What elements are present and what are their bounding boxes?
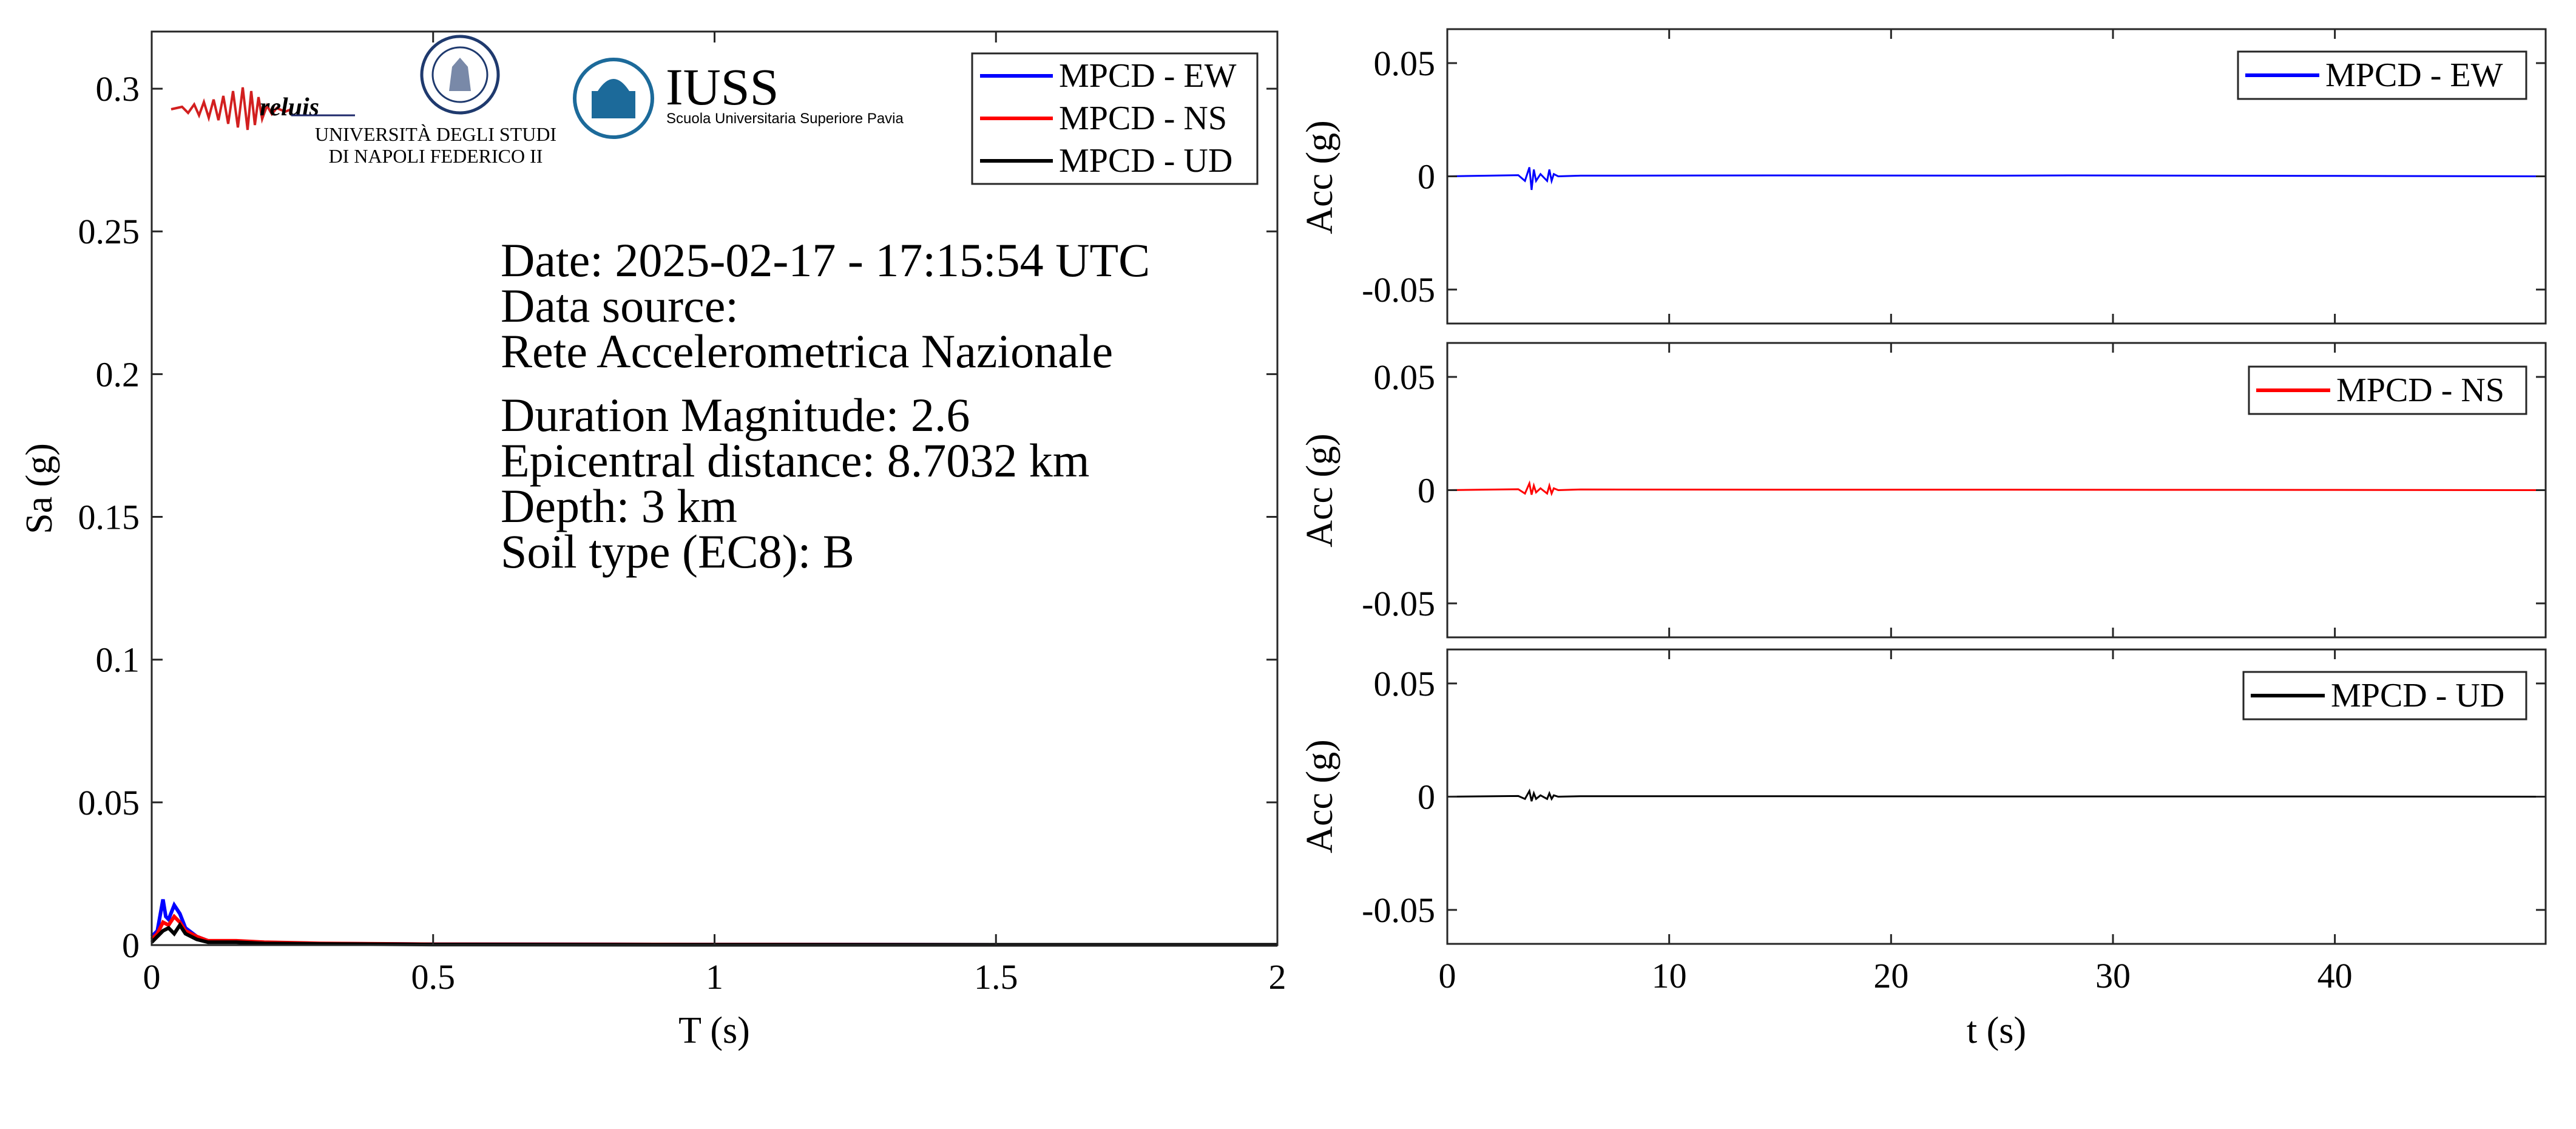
acc-plot-ew: 0.05 0 -0.05 Acc (g) MPCD - EW	[1299, 28, 2547, 325]
y-tick-label: 0.3	[96, 69, 140, 109]
reluis-logo-text: reluis	[260, 93, 319, 121]
y-tick-label: -0.05	[1362, 890, 1435, 930]
acc-plot-ud: 0.050-0.050 10 20 30 40 Acc (g) t (s) MPCD -…	[1299, 648, 2547, 1051]
x-tick-label: 20	[1873, 956, 1908, 995]
acc-ns-legend-label: MPCD - NS	[2336, 371, 2504, 409]
unina-seal-inner	[431, 46, 488, 103]
event-distance: Epicentral distance: 8.7032 km	[501, 434, 1089, 487]
x-tick-label: 0	[143, 957, 161, 997]
acc-ns-ticks: 0.05 0 -0.05	[1362, 343, 2546, 637]
x-tick-label: 0	[1439, 956, 1456, 995]
acc-plot-ns: 0.05 0 -0.05 Acc (g) MPCD - NS	[1299, 342, 2547, 639]
y-tick-label: 0.05	[1374, 664, 1436, 704]
y-tick-label: 0	[122, 926, 140, 965]
series-line-1	[1447, 480, 2546, 497]
iuss-logo: IUSS Scuola Universitaria Superiore Pavi…	[573, 58, 904, 139]
acc-ew-series-lines	[1447, 167, 2546, 191]
iuss-emblem-building	[592, 91, 635, 118]
event-soil-type: Soil type (EC8): B	[501, 525, 854, 578]
series-line-1	[1447, 167, 2546, 191]
legend-label-ns: MPCD - NS	[1059, 100, 1227, 137]
y-tick-label: 0.1	[96, 640, 140, 680]
event-source-name: Rete Accelerometrica Nazionale	[501, 325, 1113, 378]
event-magnitude: Duration Magnitude: 2.6	[501, 388, 970, 441]
spectrum-ylabel: Sa (g)	[19, 443, 60, 534]
acc-ud-xlabel: t (s)	[1967, 1010, 2026, 1051]
unina-logo: UNIVERSITÀ DEGLI STUDI DI NAPOLI FEDERIC…	[315, 35, 556, 167]
reluis-logo: reluis	[171, 87, 355, 131]
x-tick-label: 0.5	[411, 957, 456, 997]
spectrum-legend: MPCD - EW MPCD - NS MPCD - UD	[971, 52, 1259, 185]
y-tick-label: -0.05	[1362, 270, 1435, 310]
y-tick-label: 0	[1418, 157, 1435, 197]
event-date: Date: 2025-02-17 - 17:15:54 UTC	[501, 234, 1150, 286]
acc-ew-ticks: 0.05 0 -0.05	[1362, 29, 2546, 324]
spectrum-xlabel: T (s)	[678, 1010, 750, 1051]
acc-ud-ylabel: Acc (g)	[1299, 739, 1340, 853]
event-source-label: Data source:	[501, 279, 739, 332]
legend-label-ud: MPCD - UD	[1059, 142, 1232, 180]
y-tick-label: 0.2	[96, 354, 140, 394]
y-tick-label: -0.05	[1362, 584, 1435, 623]
y-tick-label: 0	[1418, 471, 1435, 510]
acc-ns-series-lines	[1447, 480, 2546, 497]
iuss-logo-text: IUSS	[666, 58, 779, 116]
y-tick-label: 0.05	[1374, 44, 1436, 83]
acc-ud-legend-label: MPCD - UD	[2331, 677, 2504, 714]
y-tick-label: 0.05	[1374, 358, 1436, 397]
x-tick-label: 10	[1652, 956, 1687, 995]
unina-text-line1: UNIVERSITÀ DEGLI STUDI	[315, 123, 556, 145]
spectrum-plot: 0 0.05 0.1 0.15 0.2 0.25 0.3 0 0.5 1 1.5 2 T (s) Sa…	[19, 30, 1286, 1051]
iuss-emblem-icon	[573, 58, 654, 139]
unina-seal-icon	[420, 35, 500, 115]
legend-label-ew: MPCD - EW	[1059, 57, 1237, 95]
x-tick-label: 2	[1269, 957, 1286, 997]
event-depth: Depth: 3 km	[501, 480, 737, 532]
x-tick-label: 40	[2317, 956, 2353, 995]
unina-text-line2: DI NAPOLI FEDERICO II	[329, 145, 543, 167]
series-line-1	[1447, 788, 2546, 802]
y-tick-label: 0	[1418, 778, 1435, 817]
acc-ud-ticks: 0.050-0.050 10 20 30 40	[1362, 649, 2546, 995]
x-tick-label: 30	[2095, 956, 2131, 995]
spectrum-ticks: 0 0.05 0.1 0.15 0.2 0.25 0.3 0 0.5 1 1.5 2	[78, 32, 1286, 997]
x-tick-label: 1	[706, 957, 723, 997]
y-tick-label: 0.05	[78, 783, 140, 822]
y-tick-label: 0.25	[78, 212, 140, 251]
event-info: Date: 2025-02-17 - 17:15:54 UTC Data sou…	[501, 234, 1150, 578]
unina-seal-figure	[449, 58, 471, 91]
reluis-waveform-icon	[171, 87, 292, 131]
x-tick-label: 1.5	[974, 957, 1018, 997]
acc-ew-ylabel: Acc (g)	[1299, 120, 1340, 234]
y-tick-label: 0.15	[78, 498, 140, 537]
acc-ud-series-lines	[1447, 788, 2546, 802]
iuss-emblem-dome	[598, 79, 629, 91]
acc-ew-legend-label: MPCD - EW	[2325, 56, 2503, 94]
acc-ns-ylabel: Acc (g)	[1299, 433, 1340, 548]
iuss-logo-subtitle: Scuola Universitaria Superiore Pavia	[666, 110, 904, 127]
